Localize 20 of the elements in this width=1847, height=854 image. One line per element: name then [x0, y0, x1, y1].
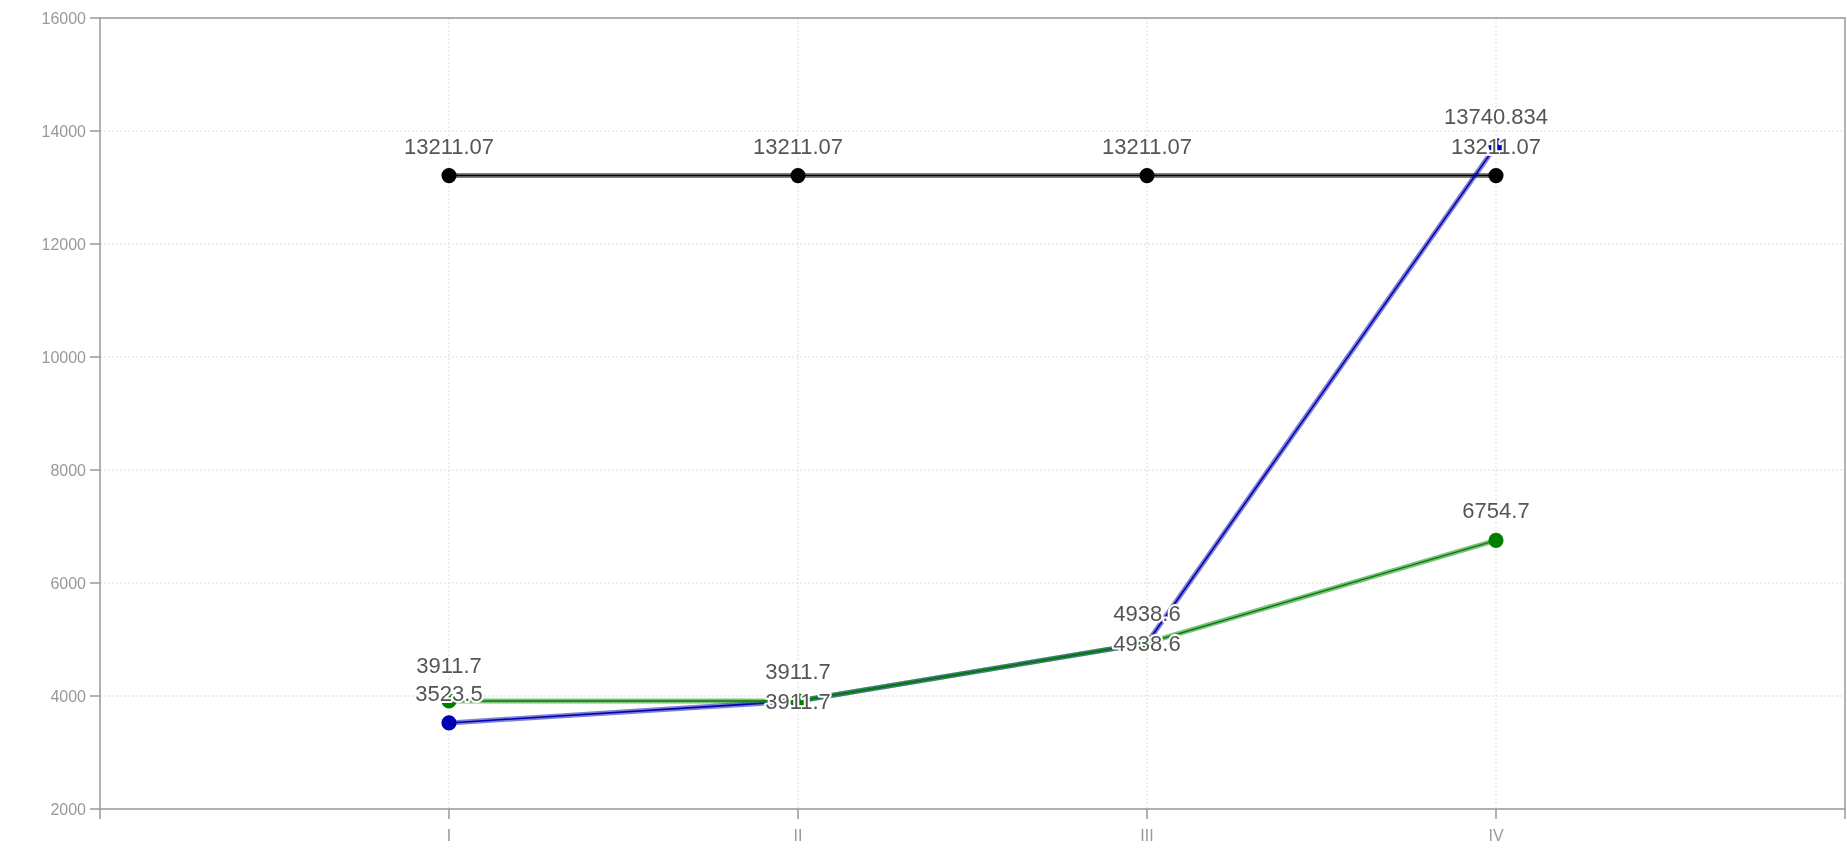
data-label: 6754.7	[1462, 498, 1530, 524]
y-tick-label: 2000	[50, 800, 87, 818]
data-label: 13740.834	[1444, 103, 1548, 129]
data-label: 3911.7	[416, 652, 482, 678]
data-label: 13211.07	[403, 133, 495, 159]
x-tick-label: IV	[1488, 827, 1504, 844]
y-tick-label: 10000	[41, 348, 87, 366]
data-label: 13211.07	[752, 133, 844, 159]
data-label: 3911.7	[765, 688, 831, 714]
data-label: 13211.07	[1101, 133, 1193, 159]
y-tick-label: 14000	[41, 122, 87, 140]
x-tick-label: I	[446, 827, 452, 844]
x-tick-label: II	[793, 827, 803, 844]
y-tick-label: 16000	[41, 9, 87, 27]
y-tick-label: 8000	[50, 461, 87, 479]
y-tick-label: 12000	[41, 235, 87, 253]
y-tick-label: 4000	[50, 687, 87, 705]
data-label: 3911.7	[765, 658, 831, 684]
y-tick-label: 6000	[50, 574, 87, 592]
x-tick-label: III	[1140, 827, 1154, 844]
